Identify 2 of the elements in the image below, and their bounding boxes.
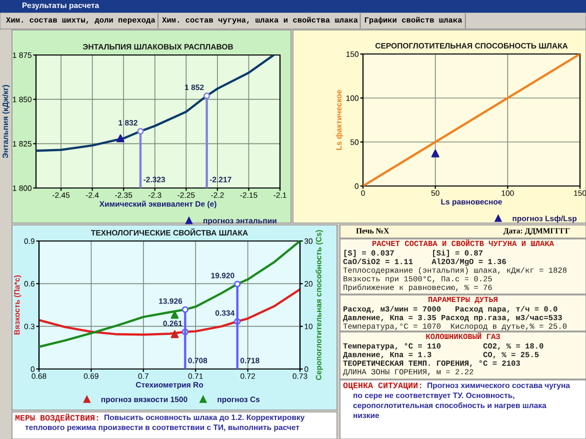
text: ОЦЕНКА СИТУАЦИИ:	[343, 382, 422, 390]
text: МЕРЫ ВОЗДЕЙСТВИЯ:	[15, 414, 98, 422]
